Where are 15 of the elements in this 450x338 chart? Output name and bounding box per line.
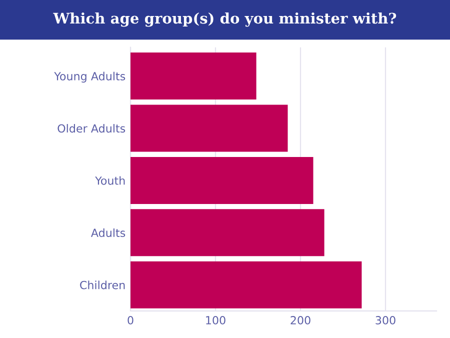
y-tick-label: Youth [95,176,125,185]
x-tick-label: 300 [376,316,396,324]
bar [130,261,362,308]
y-tick-label: Young Adults [54,72,126,83]
x-tick-label: 0 [128,316,134,324]
y-tick-label: Older Adults [58,124,126,133]
bar [130,52,256,100]
bar [130,156,314,204]
bar [130,104,288,152]
x-tick-label: 200 [290,316,310,324]
x-tick-label: 100 [206,316,226,324]
y-tick-label: Adults [90,228,126,238]
chart-title: Which age group(s) do you minister with? [53,12,396,27]
y-tick-label: Children [80,280,125,290]
bar [130,209,324,256]
